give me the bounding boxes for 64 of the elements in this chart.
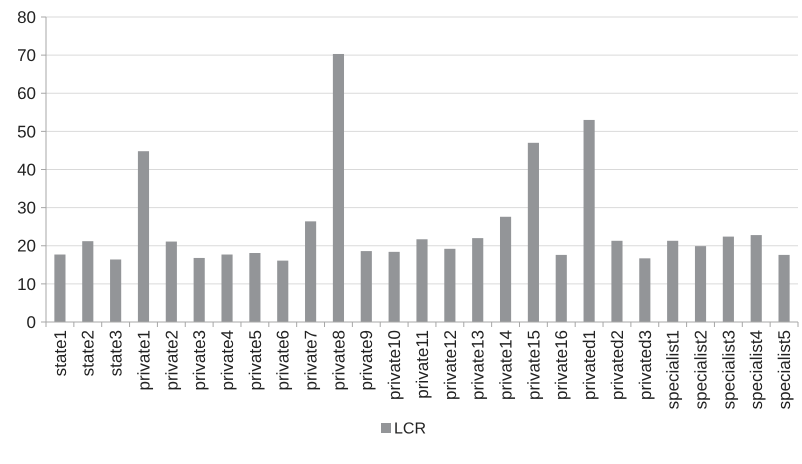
y-tick-label: 50 (17, 122, 36, 142)
bar (166, 242, 177, 322)
bar (360, 251, 372, 322)
y-tick-label: 0 (26, 312, 36, 332)
y-tick-label: 20 (17, 236, 36, 256)
bar (472, 238, 484, 322)
x-tick-label: state3 (106, 330, 126, 376)
bar (416, 239, 428, 322)
x-tick-label: private11 (412, 330, 432, 399)
x-tick-label: private5 (246, 330, 265, 390)
x-tick-label: private4 (218, 330, 237, 390)
x-tick-label: specialist5 (775, 330, 794, 410)
y-tick-label: 40 (17, 160, 36, 180)
bar (528, 142, 539, 322)
bar (444, 248, 456, 322)
bar (138, 151, 150, 322)
x-tick-label: private9 (357, 330, 376, 390)
x-tick-label: private8 (329, 330, 348, 390)
bar (750, 235, 762, 322)
bar (332, 54, 344, 322)
bar (584, 120, 595, 322)
x-tick-label: private14 (496, 330, 516, 400)
x-tick-label: privated1 (580, 330, 600, 400)
x-tick-label: private3 (190, 330, 210, 390)
x-tick-label: private13 (468, 330, 488, 400)
x-tick-label: private2 (162, 330, 182, 390)
bar (305, 221, 316, 322)
x-tick-label: private7 (302, 330, 321, 390)
x-tick-label: state1 (50, 330, 70, 376)
x-tick-label: private16 (552, 330, 572, 400)
x-tick-label: private10 (385, 330, 404, 400)
bar (722, 236, 734, 322)
bar (110, 259, 122, 322)
x-tick-label: private1 (134, 330, 154, 390)
y-tick-label: 30 (17, 198, 36, 218)
bar (556, 254, 567, 322)
bar (54, 254, 66, 322)
x-tick-label: private6 (274, 330, 293, 390)
bar (221, 254, 233, 322)
bar (249, 252, 260, 322)
legend-label: LCR (394, 420, 426, 438)
x-tick-label: private15 (524, 330, 544, 400)
bar (194, 258, 205, 322)
x-tick-label: privated3 (636, 330, 655, 400)
x-tick-label: specialist2 (691, 330, 710, 410)
y-tick-label: 80 (17, 8, 36, 27)
y-tick-label: 10 (17, 274, 36, 294)
x-tick-label: private12 (440, 330, 460, 400)
bar (82, 241, 94, 322)
y-tick-label: 60 (17, 84, 36, 104)
x-tick-label: specialist4 (747, 330, 766, 410)
x-tick-label: privated2 (608, 330, 627, 400)
bar (639, 258, 650, 322)
bar (778, 254, 790, 322)
bar (500, 216, 512, 322)
bar (611, 240, 623, 322)
x-tick-label: specialist1 (664, 330, 683, 410)
x-tick-label: specialist3 (719, 330, 738, 410)
x-tick-label: state2 (78, 330, 98, 376)
bar (388, 252, 400, 322)
y-tick-label: 70 (17, 46, 36, 66)
bar (667, 240, 678, 322)
bar (694, 246, 706, 322)
bar (277, 260, 288, 322)
